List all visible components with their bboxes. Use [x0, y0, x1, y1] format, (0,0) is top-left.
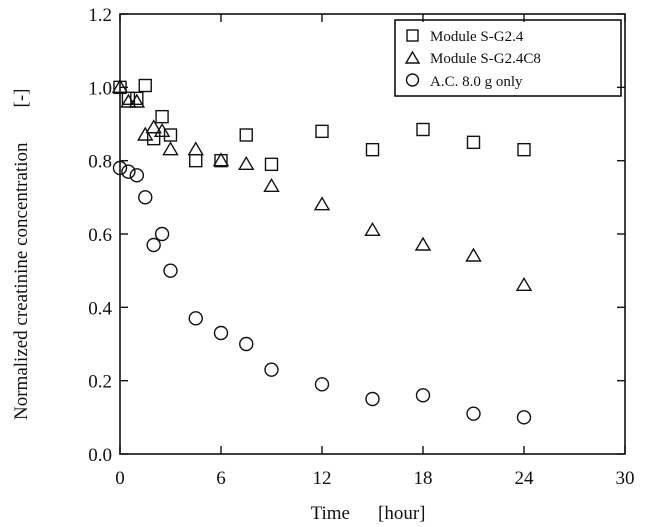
y-tick-label: 1.2	[88, 5, 112, 26]
point-triangle-series-1-3	[137, 126, 154, 141]
point-circle-series-2-14	[466, 406, 481, 421]
point-square-series-0-7	[189, 153, 203, 168]
x-axis-label: Time	[311, 503, 350, 524]
x-tick-label: 30	[616, 468, 635, 489]
point-square-series-0-5	[155, 109, 169, 124]
y-tick-label: 0.8	[88, 152, 112, 173]
legend-label-ac-only: A.C. 8.0 g only	[430, 74, 523, 90]
point-circle-series-2-1	[121, 164, 136, 179]
axis-ticks: 0 6 12 18 24 30 0.0 0.2 0.4 0.6 0.8 1.0 1.2	[88, 5, 634, 489]
point-triangle-series-1-14	[465, 247, 482, 262]
point-circle-series-2-10	[264, 362, 279, 377]
point-triangle-series-1-4	[145, 119, 162, 134]
point-circle-series-2-3	[138, 190, 153, 205]
point-triangle-series-1-6	[162, 141, 179, 156]
y-tick-label: 1.0	[88, 78, 112, 99]
plot-frame	[119, 13, 626, 455]
point-square-series-0-13	[416, 122, 430, 137]
point-triangle-series-1-11	[313, 196, 331, 211]
point-square-series-0-10	[264, 157, 279, 172]
legend-label-module-s-g2-4: Module S-G2.4	[430, 29, 524, 45]
point-triangle-series-1-15	[515, 276, 533, 292]
y-axis-label: Normalized creatinine concentration	[11, 142, 32, 420]
point-triangle-series-1-10	[263, 177, 280, 193]
y-tick-label: 0.0	[88, 445, 112, 466]
point-circle-series-2-2	[129, 168, 145, 183]
legend-marker-square	[406, 29, 419, 42]
point-square-series-0-14	[466, 135, 481, 150]
point-square-series-0-12	[365, 142, 380, 157]
legend-marker-triangle	[404, 50, 421, 64]
point-circle-series-2-15	[516, 410, 532, 425]
point-square-series-0-15	[517, 142, 531, 157]
point-circle-series-2-12	[365, 391, 380, 407]
point-triangle-series-1-1	[120, 93, 137, 108]
point-circle-series-2-13	[415, 388, 431, 403]
point-circle-series-2-7	[188, 311, 203, 326]
data-marks	[111, 78, 533, 425]
x-axis-unit: [hour]	[378, 503, 425, 524]
point-triangle-series-1-5	[153, 122, 171, 138]
point-circle-series-2-5	[154, 226, 170, 242]
legend-label-module-s-g2-4c8: Module S-G2.4C8	[430, 51, 541, 67]
point-triangle-series-1-2	[128, 93, 146, 108]
point-circle-series-2-11	[314, 377, 330, 392]
y-tick-label: 0.6	[88, 225, 112, 246]
y-tick-label: 0.4	[88, 298, 112, 319]
point-square-series-0-9	[239, 128, 253, 142]
x-tick-label: 0	[115, 468, 125, 489]
point-triangle-series-1-7	[187, 141, 204, 156]
point-triangle-series-1-9	[238, 155, 255, 171]
point-circle-series-2-8	[213, 325, 229, 341]
point-triangle-series-1-12	[364, 221, 381, 237]
y-axis-unit: [-]	[11, 89, 32, 108]
x-tick-label: 12	[313, 468, 332, 489]
point-square-series-0-6	[163, 128, 178, 142]
point-circle-series-2-0	[112, 160, 128, 176]
legend-box	[394, 19, 622, 97]
x-tick-label: 24	[515, 468, 535, 489]
point-circle-series-2-9	[239, 336, 254, 352]
legend: Module S-G2.4 Module S-G2.4C8 A.C. 8.0 g…	[394, 19, 622, 97]
x-tick-label: 6	[216, 468, 226, 489]
point-square-series-0-11	[315, 124, 329, 139]
legend-marker-circle	[405, 73, 420, 87]
point-triangle-series-1-0	[111, 78, 129, 94]
point-triangle-series-1-8	[212, 152, 230, 167]
point-circle-series-2-4	[146, 237, 161, 253]
point-triangle-series-1-13	[414, 236, 432, 251]
point-circle-series-2-6	[163, 263, 178, 278]
x-tick-label: 18	[414, 468, 433, 489]
point-square-series-0-3	[138, 78, 152, 93]
y-tick-label: 0.2	[88, 372, 112, 393]
